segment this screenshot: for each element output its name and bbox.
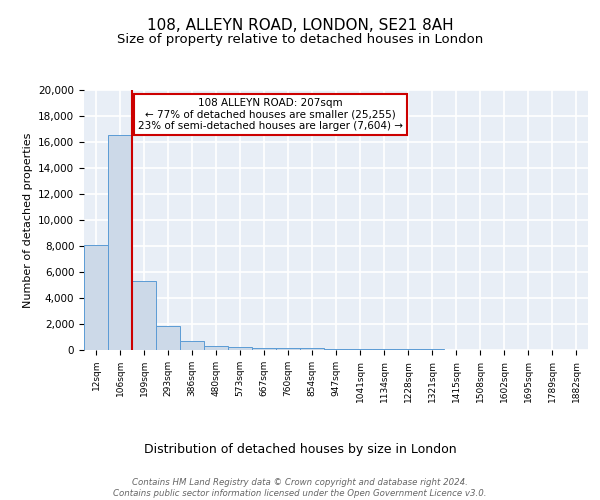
Bar xyxy=(348,349,372,350)
Bar xyxy=(84,244,108,350)
Text: 108, ALLEYN ROAD, LONDON, SE21 8AH: 108, ALLEYN ROAD, LONDON, SE21 8AH xyxy=(146,18,454,32)
Bar xyxy=(276,348,300,350)
Text: Contains HM Land Registry data © Crown copyright and database right 2024.
Contai: Contains HM Land Registry data © Crown c… xyxy=(113,478,487,498)
Bar xyxy=(372,349,396,350)
Bar xyxy=(204,346,228,350)
Bar xyxy=(252,348,276,350)
Bar xyxy=(228,347,252,350)
Bar xyxy=(156,326,180,350)
Bar xyxy=(180,341,204,350)
Text: 108 ALLEYN ROAD: 207sqm
← 77% of detached houses are smaller (25,255)
23% of sem: 108 ALLEYN ROAD: 207sqm ← 77% of detache… xyxy=(138,98,403,131)
Bar xyxy=(132,281,156,350)
Bar xyxy=(108,136,132,350)
Y-axis label: Number of detached properties: Number of detached properties xyxy=(23,132,32,308)
Text: Distribution of detached houses by size in London: Distribution of detached houses by size … xyxy=(143,442,457,456)
Bar xyxy=(300,348,324,350)
Text: Size of property relative to detached houses in London: Size of property relative to detached ho… xyxy=(117,32,483,46)
Bar xyxy=(324,348,348,350)
